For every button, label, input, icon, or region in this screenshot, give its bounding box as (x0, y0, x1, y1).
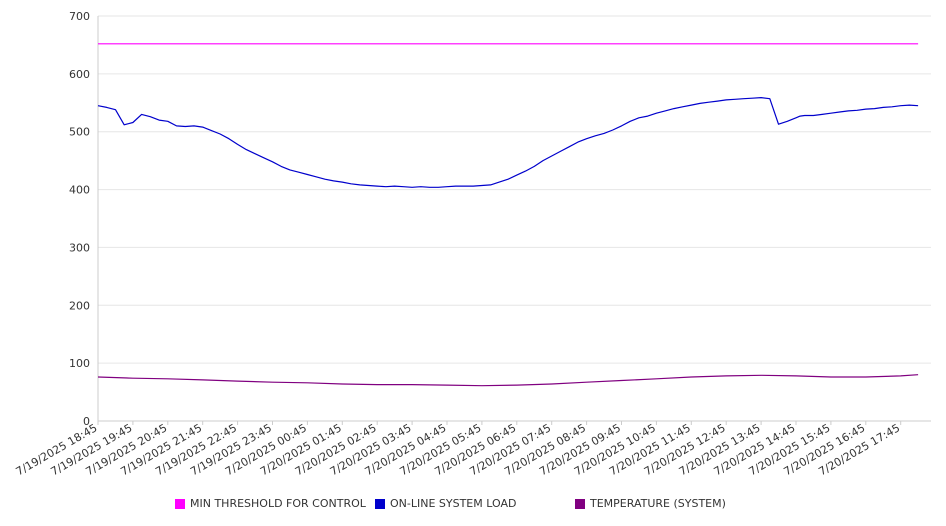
legend-label-temperature: TEMPERATURE (SYSTEM) (590, 497, 726, 510)
y-tick-label: 500 (69, 126, 90, 139)
y-tick-label: 600 (69, 68, 90, 81)
y-tick-label: 0 (83, 415, 90, 428)
y-tick-label: 100 (69, 357, 90, 370)
y-tick-label: 200 (69, 299, 90, 312)
chart-legend: MIN THRESHOLD FOR CONTROL ON-LINE SYSTEM… (0, 497, 946, 515)
y-tick-label: 300 (69, 241, 90, 254)
chart-axes (97, 16, 931, 425)
legend-item-system-load[interactable]: ON-LINE SYSTEM LOAD (375, 497, 516, 510)
legend-swatch-min-threshold (175, 498, 185, 509)
y-tick-label: 400 (69, 184, 90, 197)
system-load-line (97, 96, 919, 188)
legend-swatch-system-load (375, 498, 385, 509)
legend-swatch-temperature (575, 498, 585, 509)
x-tick-labels: 7/19/2025 18:457/19/2025 19:457/19/2025 … (14, 421, 903, 478)
y-tick-label: 700 (69, 10, 90, 23)
legend-label-min-threshold: MIN THRESHOLD FOR CONTROL (190, 497, 366, 510)
y-tick-labels: 0 100 200 300 400 500 600 700 (69, 10, 90, 428)
legend-label-system-load: ON-LINE SYSTEM LOAD (390, 497, 517, 510)
legend-item-temperature[interactable]: TEMPERATURE (SYSTEM) (575, 497, 726, 510)
y-gridlines (98, 15, 931, 364)
legend-item-min-threshold[interactable]: MIN THRESHOLD FOR CONTROL (175, 497, 366, 510)
series-lines (97, 43, 919, 387)
temperature-line (97, 374, 919, 387)
